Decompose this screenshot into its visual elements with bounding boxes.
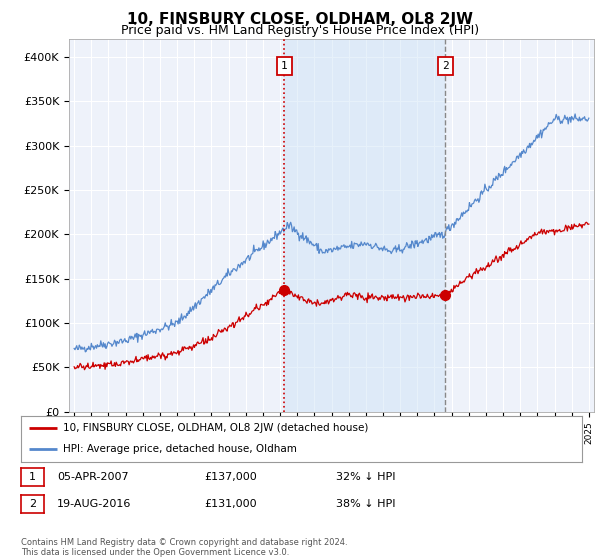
Text: £131,000: £131,000: [204, 499, 257, 509]
Text: HPI: Average price, detached house, Oldham: HPI: Average price, detached house, Oldh…: [63, 444, 297, 454]
Text: 38% ↓ HPI: 38% ↓ HPI: [336, 499, 395, 509]
Text: 2: 2: [442, 61, 449, 71]
Text: Price paid vs. HM Land Registry's House Price Index (HPI): Price paid vs. HM Land Registry's House …: [121, 24, 479, 36]
Text: 1: 1: [29, 472, 36, 482]
Text: 2: 2: [29, 499, 36, 509]
Text: 10, FINSBURY CLOSE, OLDHAM, OL8 2JW (detached house): 10, FINSBURY CLOSE, OLDHAM, OL8 2JW (det…: [63, 423, 368, 432]
Text: 05-APR-2007: 05-APR-2007: [57, 472, 128, 482]
Text: 19-AUG-2016: 19-AUG-2016: [57, 499, 131, 509]
Text: Contains HM Land Registry data © Crown copyright and database right 2024.
This d: Contains HM Land Registry data © Crown c…: [21, 538, 347, 557]
Text: 1: 1: [281, 61, 288, 71]
Text: 32% ↓ HPI: 32% ↓ HPI: [336, 472, 395, 482]
Bar: [284, 39, 445, 412]
Text: £137,000: £137,000: [204, 472, 257, 482]
Text: 10, FINSBURY CLOSE, OLDHAM, OL8 2JW: 10, FINSBURY CLOSE, OLDHAM, OL8 2JW: [127, 12, 473, 27]
